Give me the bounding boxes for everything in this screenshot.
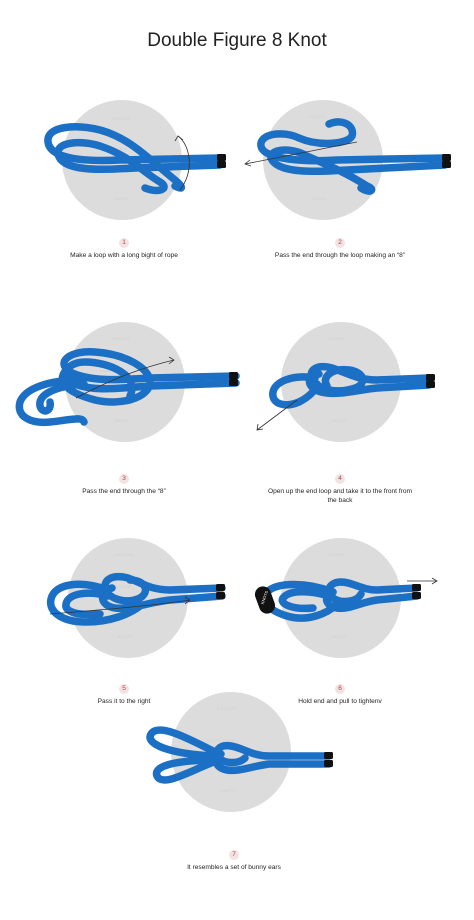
step-5: © KNOTS KNOTS GUIDE KNOTS 5 Pass it to t…: [0, 530, 237, 750]
svg-text:KNOTS GUIDE: KNOTS GUIDE: [297, 146, 325, 151]
step-number: 6: [335, 684, 345, 694]
direction-arrow: [244, 141, 358, 165]
step-4: © KNOTS KNOTS GUIDE KNOTS 4 Open up the …: [237, 310, 474, 530]
svg-text:© KNOTS: © KNOTS: [112, 336, 130, 341]
rope-end: [324, 752, 333, 759]
step-5-illustration: © KNOTS KNOTS GUIDE KNOTS: [46, 538, 226, 658]
svg-text:KNOTS: KNOTS: [332, 418, 346, 423]
rope: [212, 741, 333, 767]
step-2-illustration: © KNOTS KNOTS GUIDE KNOTS: [244, 100, 451, 220]
step-4-illustration: © KNOTS KNOTS GUIDE KNOTS: [256, 322, 435, 442]
svg-text:KNOTS: KNOTS: [118, 634, 132, 639]
svg-text:KNOTS GUIDE: KNOTS GUIDE: [104, 584, 132, 589]
rope: [257, 118, 449, 165]
rope-end: [412, 584, 421, 591]
ear-loop: [152, 756, 223, 784]
step-number: 4: [335, 474, 345, 484]
svg-text:© KNOTS: © KNOTS: [115, 552, 133, 557]
page-title: Double Figure 8 Knot: [147, 30, 327, 51]
step-number: 3: [119, 474, 129, 484]
step-1-illustration: © KNOTS KNOTS GUIDE KNOTS: [44, 100, 226, 220]
direction-arrow: [49, 599, 191, 615]
rope: [44, 123, 224, 192]
svg-text:© KNOTS: © KNOTS: [327, 552, 345, 557]
step-caption: It resembles a set of bunny ears: [187, 864, 281, 871]
background-disc: [171, 692, 291, 812]
background-disc: [281, 322, 401, 442]
rope: [58, 348, 240, 406]
step-6: © KNOTS KNOTS GUIDE KNOTS KNOTS 6 Hold e…: [237, 530, 474, 750]
svg-text:KNOTS: KNOTS: [312, 196, 326, 201]
step-caption: Pass the end through the “8”: [82, 488, 166, 495]
step-number: 2: [335, 238, 345, 248]
svg-text:© KNOTS: © KNOTS: [327, 336, 345, 341]
svg-text:© KNOTS: © KNOTS: [217, 706, 235, 711]
step-3: © KNOTS KNOTS GUIDE KNOTS 3 Pass the end…: [0, 310, 240, 530]
step-caption: Make a loop with a long bight of rope: [70, 252, 178, 259]
step-3-illustration: © KNOTS KNOTS GUIDE KNOTS: [15, 322, 240, 442]
step-caption: Pass it to the right: [97, 698, 151, 705]
step-number: 1: [119, 238, 129, 248]
svg-text:KNOTS: KNOTS: [115, 418, 129, 423]
svg-text:© KNOTS: © KNOTS: [112, 116, 130, 121]
step-number: 7: [229, 850, 239, 860]
rope-end: [229, 372, 238, 379]
svg-text:KNOTS: KNOTS: [221, 788, 235, 793]
svg-text:KNOTS: KNOTS: [260, 590, 270, 605]
step-2: © KNOTS KNOTS GUIDE KNOTS 2 Pass the end…: [237, 90, 474, 310]
rope-end: [426, 374, 435, 381]
direction-arrow: [75, 359, 175, 399]
step-1: © KNOTS KNOTS GUIDE KNOTS 1 Make a loop …: [0, 90, 237, 310]
direction-arrow: [256, 399, 298, 431]
ear-loop: [146, 726, 223, 760]
svg-text:KNOTS: KNOTS: [332, 634, 346, 639]
rope-end: [217, 154, 226, 161]
rope: [325, 578, 421, 606]
step-7-illustration: © KNOTS KNOTS GUIDE KNOTS: [146, 692, 333, 812]
svg-text:© KNOTS: © KNOTS: [307, 114, 325, 119]
rope-end: [216, 584, 225, 591]
step-number: 5: [119, 684, 129, 694]
step-6-illustration: © KNOTS KNOTS GUIDE KNOTS KNOTS: [254, 538, 438, 658]
svg-text:KNOTS GUIDE: KNOTS GUIDE: [207, 738, 235, 743]
svg-text:KNOTS: KNOTS: [115, 196, 129, 201]
rope-end: [442, 154, 451, 161]
step-caption: Hold end and pull to tightenv: [298, 698, 382, 705]
step-caption: Pass the end through the loop making an …: [274, 252, 406, 259]
step-caption: Open up the end loop and take it to the …: [267, 488, 413, 504]
hand-grip: [254, 586, 276, 614]
step-7: © KNOTS KNOTS GUIDE KNOTS 7 It resembles…: [119, 692, 356, 920]
